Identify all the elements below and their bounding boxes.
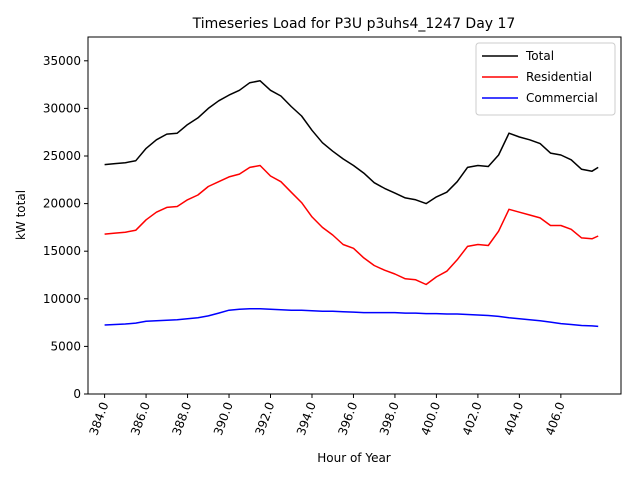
plot-area: [87, 36, 622, 395]
chart-title: Timeseries Load for P3U p3uhs4_1247 Day …: [192, 16, 516, 32]
y-axis-ticks: 0 5000 10000 15000 20000 25000 30000 35000: [43, 54, 88, 401]
y-tick-label: 30000: [43, 101, 81, 115]
y-tick-label: 5000: [50, 339, 81, 353]
y-tick-label: 0: [73, 387, 81, 401]
y-tick-label: 35000: [43, 54, 81, 68]
legend-box: [475, 42, 616, 116]
x-axis-label: Hour of Year: [317, 451, 391, 465]
legend-items: Total Residential Commercial: [482, 49, 598, 105]
legend-label-commercial: Commercial: [526, 91, 598, 105]
axes-frame: [87, 36, 622, 395]
legend: Total Residential Commercial: [475, 42, 616, 116]
legend-label-residential: Residential: [526, 70, 592, 84]
y-axis-label: kW total: [14, 190, 28, 240]
legend-label-total: Total: [525, 49, 554, 63]
y-tick-label: 20000: [43, 197, 81, 211]
y-tick-label: 25000: [43, 149, 81, 163]
series-line-residential: [104, 164, 599, 286]
series-line-total: [104, 80, 599, 205]
series-layer: [104, 80, 599, 328]
y-tick-label: 10000: [43, 292, 81, 306]
y-tick-label: 15000: [43, 244, 81, 258]
series-line-commercial: [104, 308, 599, 328]
